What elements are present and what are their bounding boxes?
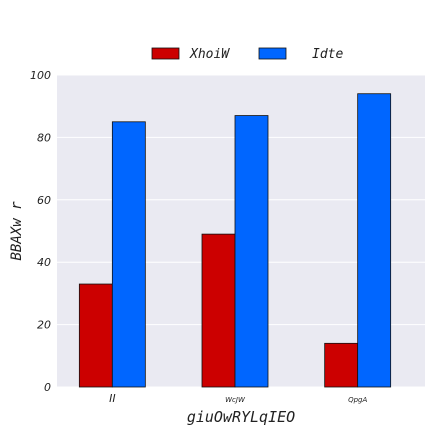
x-tick-label: II — [109, 392, 116, 405]
bar-XhoiW-QpgA — [324, 342, 359, 388]
y-tick-label: 100 — [30, 69, 51, 82]
legend: XhoiW Idte — [151, 47, 343, 62]
bar-Idte-WcJW — [234, 115, 269, 388]
y-tick-label: 80 — [37, 131, 51, 144]
y-tick-labels: 0 20 40 60 80 100 — [30, 69, 51, 394]
x-tick-labels: II WcJW QpgA — [109, 392, 367, 405]
legend-label-Idte: Idte — [312, 47, 343, 62]
y-tick-label: 40 — [37, 256, 51, 269]
x-axis-label: giuOwRYLqIEO — [187, 408, 295, 426]
y-tick-label: 0 — [44, 381, 51, 394]
legend-label-XhoiW: XhoiW — [189, 47, 230, 62]
legend-swatch-Idte — [258, 47, 287, 60]
bars-group — [78, 93, 392, 388]
bar-XhoiW-WcJW — [201, 233, 236, 388]
x-tick-label: QpgA — [348, 396, 367, 404]
y-tick-label: 20 — [37, 319, 51, 332]
bar-XhoiW-II — [78, 283, 113, 388]
bar-Idte-QpgA — [357, 93, 392, 388]
y-axis-label: BBAXw r — [9, 201, 25, 261]
y-tick-label: 60 — [37, 194, 51, 207]
legend-swatch-XhoiW — [151, 47, 180, 60]
x-tick-label: WcJW — [225, 396, 246, 404]
bar-Idte-II — [111, 121, 146, 388]
